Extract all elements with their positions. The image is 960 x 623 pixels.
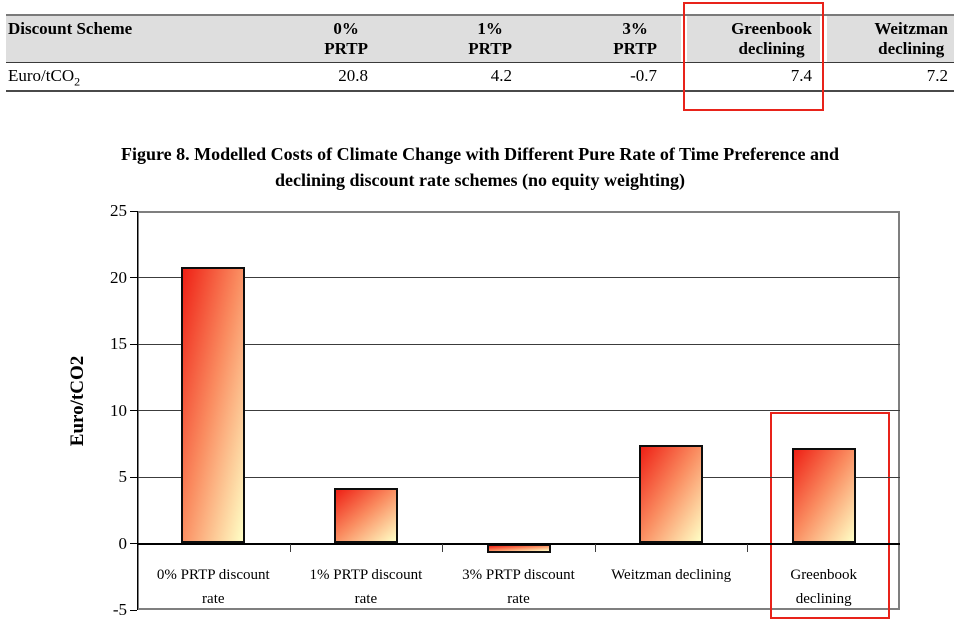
y-axis-line: [137, 211, 138, 610]
y-axis-tick: [130, 410, 137, 411]
table-header-cell: Discount Scheme: [8, 19, 268, 61]
table-header-cell: Weitzman declining: [778, 19, 948, 61]
y-axis-tick-label: 20: [110, 267, 127, 287]
figure-caption: Figure 8. Modelled Costs of Climate Chan…: [120, 144, 840, 190]
y-axis-tick: [130, 476, 137, 478]
y-axis-tick-label: 15: [110, 334, 127, 353]
bar-4: [639, 445, 704, 544]
table-header-cell: Greenbook declining: [642, 19, 812, 61]
table-value-cell: Euro/tCO2: [8, 66, 81, 89]
y-axis-tick-label: 10: [110, 400, 127, 420]
y-axis-tick: [130, 277, 137, 278]
table-value-cell: 7.4: [790, 66, 812, 85]
table-value-cell: -0.7: [630, 66, 657, 85]
table-header-cell: 3% PRTP: [487, 19, 657, 61]
table-header-label: 1% PRTP: [468, 19, 512, 58]
table-header-cell: 0% PRTP: [198, 19, 368, 61]
x-category-label: Greenbook declining: [790, 566, 858, 607]
bar-1: [181, 266, 246, 544]
table-header-label: 3% PRTP: [613, 19, 657, 58]
gridline: [137, 343, 900, 345]
y-axis-tick-label: 5: [118, 467, 128, 486]
gridline: [137, 410, 900, 411]
table-highlight-box: [683, 2, 824, 111]
table-header-label: 0% PRTP: [324, 19, 368, 58]
category-tick: [289, 543, 291, 552]
gridline: [137, 476, 900, 478]
chart-highlight-box: [770, 412, 890, 619]
table-header-separator: [6, 62, 954, 63]
x-axis-line: [137, 542, 900, 545]
table-header-background: [6, 16, 681, 62]
table-value-cell: 7.2: [926, 66, 948, 85]
table-header-label: Discount Scheme: [8, 19, 133, 38]
subscript: 2: [74, 74, 81, 89]
table-top-border: [6, 14, 954, 16]
bar-3: [486, 543, 551, 553]
table-value-cell: 4.2: [490, 66, 512, 85]
bar-2: [333, 487, 398, 544]
gridline: [137, 277, 900, 278]
table-header-label: Greenbook declining: [731, 19, 812, 58]
y-axis-tick-label: -5: [112, 600, 127, 619]
category-tick: [747, 543, 749, 552]
y-axis-tick-label: 0: [118, 533, 128, 553]
category-tick: [594, 543, 596, 552]
x-category-label: 0% PRTP discount rate: [156, 566, 270, 607]
table-header-background: [827, 16, 954, 62]
table-value-cell: 20.8: [338, 66, 368, 85]
table-header-background: [687, 16, 820, 62]
table-header-cell: 1% PRTP: [342, 19, 512, 61]
y-axis-tick: [130, 210, 137, 212]
x-category-label: 1% PRTP discount rate: [309, 566, 423, 607]
category-tick: [442, 543, 444, 552]
y-axis-tick-label: 25: [110, 201, 127, 220]
x-category-label: 3% PRTP discount rate: [462, 566, 575, 607]
x-category-label: Weitzman declining: [611, 566, 732, 583]
bar-5: [791, 447, 856, 544]
y-axis-tick: [130, 609, 137, 611]
table-bottom-border: [6, 90, 954, 92]
y-axis-tick: [130, 343, 137, 345]
y-axis-tick: [130, 543, 137, 544]
table-header-label: Weitzman declining: [874, 19, 948, 58]
bar-chart: Euro/tCO2 25 20 15 10 5 0 -5 0% PRTP discount r…: [0, 195, 960, 623]
